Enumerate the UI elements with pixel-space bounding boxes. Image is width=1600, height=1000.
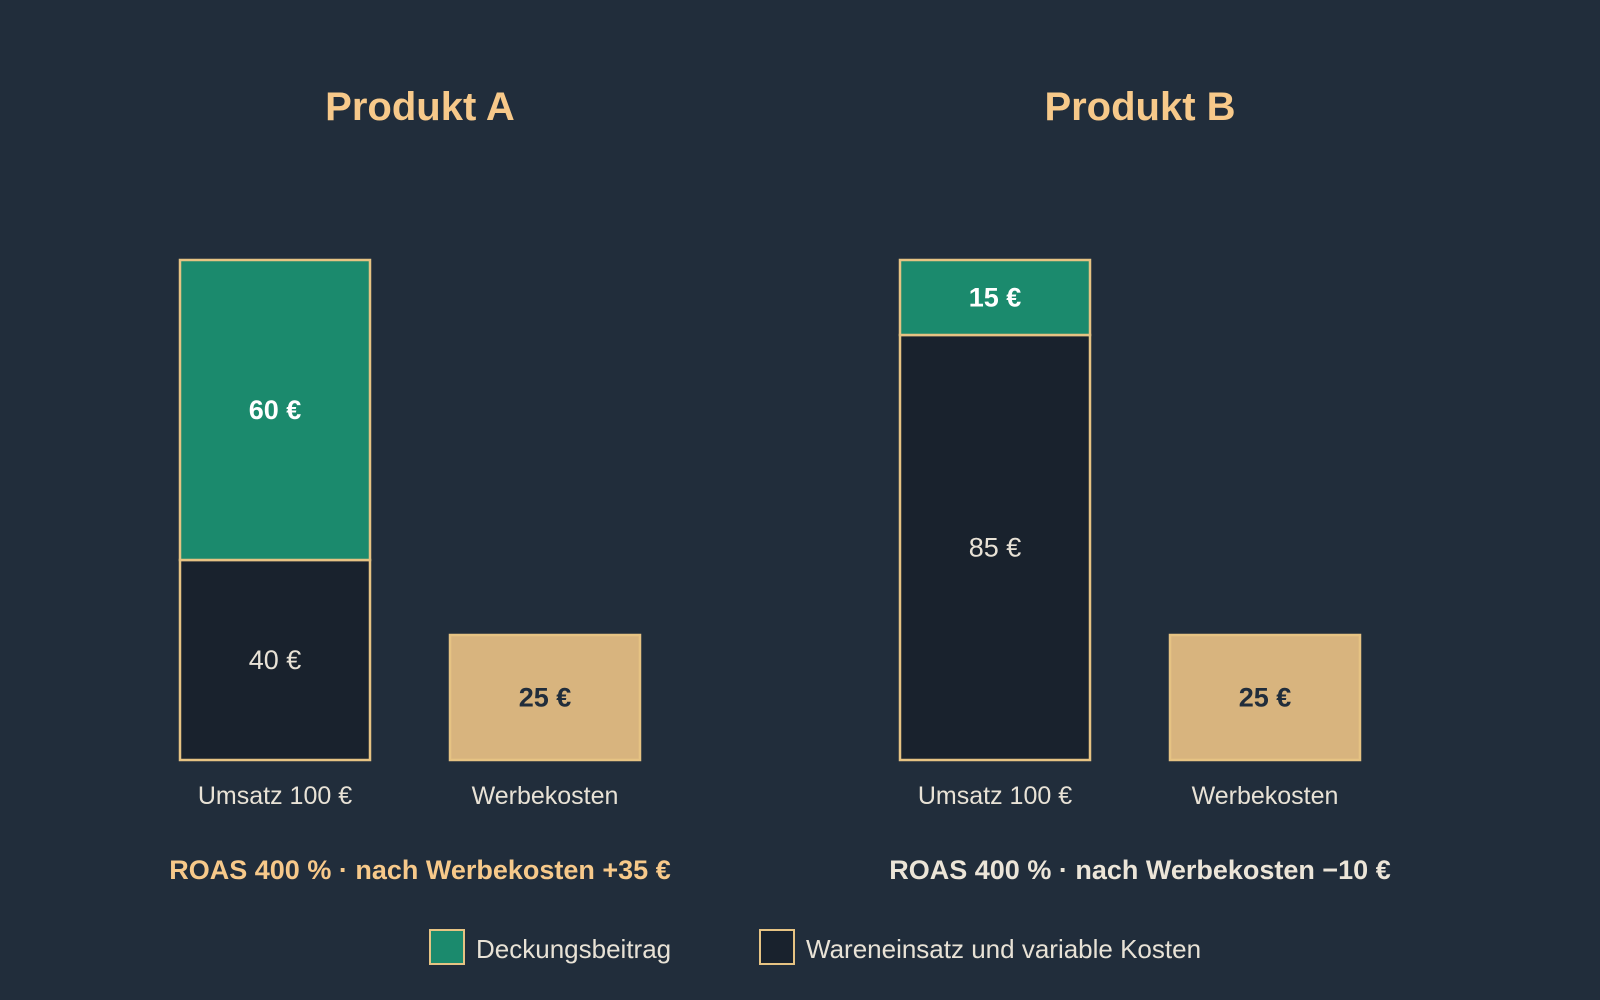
category-label-werbekosten-b: Werbekosten [1192, 782, 1339, 810]
bars-produkt-b: 85 € 15 € 25 € [898, 258, 1362, 762]
category-label-umsatz-b: Umsatz 100 € [918, 782, 1072, 810]
bar-wareneinsatz-a [178, 558, 372, 762]
legend-label-deckungsbeitrag: Deckungsbeitrag [476, 934, 671, 964]
bar-werbekosten-b [1168, 633, 1362, 762]
summary-produkt-b: ROAS 400 % · nach Werbekosten −10 € [889, 855, 1390, 885]
bars-produkt-a: 40 € 60 € 25 € [178, 258, 642, 762]
bar-label-wareneinsatz-a: 40 € [249, 645, 302, 675]
bar-wareneinsatz-b [898, 333, 1092, 762]
panel-produkt-b: Produkt B 85 € 15 € 25 € Umsatz 100 € Werb… [889, 85, 1390, 885]
bar-label-deckungsbeitrag-b: 15 € [969, 283, 1022, 313]
bar-deckungsbeitrag-a [178, 258, 372, 562]
panel-title-a: Produkt A [325, 85, 515, 129]
bar-label-werbekosten-b: 25 € [1239, 683, 1292, 713]
panel-title-b: Produkt B [1044, 85, 1235, 129]
bar-label-werbekosten-a: 25 € [519, 683, 572, 713]
summary-produkt-a: ROAS 400 % · nach Werbekosten +35 € [169, 855, 670, 885]
legend-swatch-deckungsbeitrag [429, 929, 465, 965]
legend: Deckungsbeitrag Wareneinsatz und variabl… [429, 929, 1201, 965]
bar-werbekosten-a [448, 633, 642, 762]
bar-deckungsbeitrag-b [898, 258, 1092, 337]
legend-swatch-wareneinsatz [759, 929, 795, 965]
category-label-werbekosten-a: Werbekosten [472, 782, 619, 810]
legend-label-wareneinsatz: Wareneinsatz und variable Kosten [806, 934, 1201, 964]
category-label-umsatz-a: Umsatz 100 € [198, 782, 352, 810]
bar-label-deckungsbeitrag-a: 60 € [249, 395, 302, 425]
bar-label-wareneinsatz-b: 85 € [969, 533, 1022, 563]
panel-produkt-a: Produkt A 40 € 60 € 25 € Umsatz 100 € Werb… [169, 85, 670, 885]
